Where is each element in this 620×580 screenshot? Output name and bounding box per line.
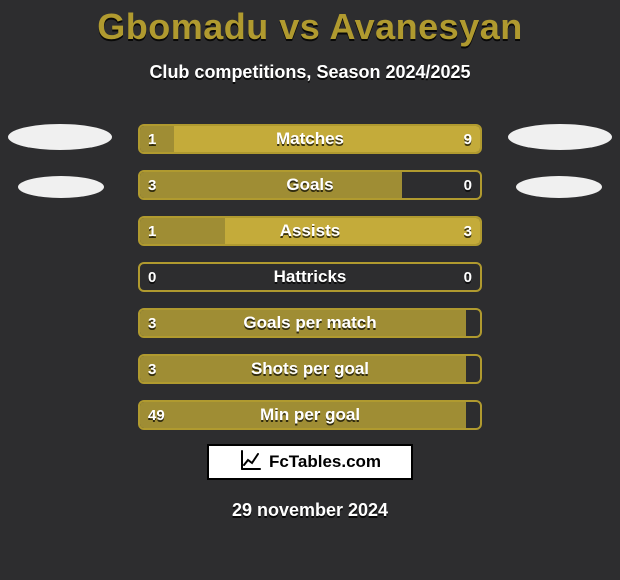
stat-row: Goals30	[138, 170, 482, 200]
comparison-subtitle: Club competitions, Season 2024/2025	[0, 62, 620, 83]
chart-icon	[239, 448, 263, 477]
player-right-avatar-placeholder	[508, 124, 612, 150]
stat-value-right: 0	[456, 172, 480, 198]
stat-bar-left-fill	[140, 356, 466, 382]
stat-row: Matches19	[138, 124, 482, 154]
source-badge: FcTables.com	[207, 444, 413, 480]
stat-bar-left-fill	[140, 402, 466, 428]
stat-row: Hattricks0 0	[138, 262, 482, 292]
stat-value-right	[464, 402, 480, 428]
stat-bar-right-fill	[225, 218, 480, 244]
stat-row: Assists13	[138, 216, 482, 246]
stat-value-left: 0	[140, 264, 164, 290]
stat-value-right	[464, 310, 480, 336]
stat-bar-left-fill	[140, 310, 466, 336]
stat-bar-left-fill	[140, 218, 225, 244]
stat-value-right: 0	[456, 264, 480, 290]
snapshot-date: 29 november 2024	[0, 500, 620, 521]
player-right-team-placeholder	[516, 176, 602, 198]
comparison-title: Gbomadu vs Avanesyan	[0, 0, 620, 48]
source-badge-text: FcTables.com	[269, 452, 381, 472]
stat-row: Goals per match3	[138, 308, 482, 338]
stat-row: Min per goal49	[138, 400, 482, 430]
player-left-avatar-placeholder	[8, 124, 112, 150]
stat-label: Hattricks	[140, 264, 480, 290]
stat-value-right	[464, 356, 480, 382]
stat-rows: Matches19Goals30Assists13Hattricks00Goal…	[138, 124, 482, 446]
stat-bar-left-fill	[140, 172, 402, 198]
stat-bar-right-fill	[174, 126, 480, 152]
stat-bar-left-fill	[140, 126, 174, 152]
stat-row: Shots per goal3	[138, 354, 482, 384]
player-left-team-placeholder	[18, 176, 104, 198]
